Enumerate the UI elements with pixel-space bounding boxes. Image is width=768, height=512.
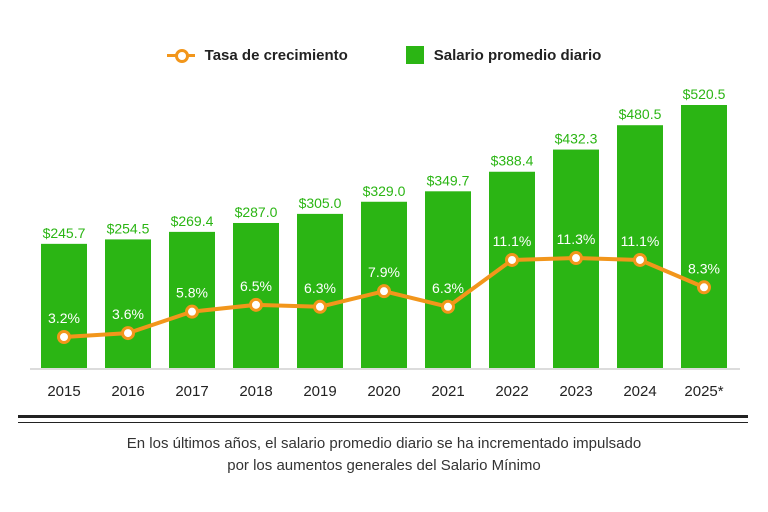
bar-value-label: $480.5: [619, 106, 662, 122]
bar-value-label: $245.7: [43, 225, 86, 241]
bar-value-label: $329.0: [363, 183, 406, 199]
bar-value-label: $432.3: [555, 131, 598, 147]
line-point: [633, 252, 647, 267]
legend-item-growth-rate: Tasa de crecimiento: [166, 46, 348, 64]
bar: [425, 191, 471, 368]
x-tick-label: 2016: [111, 383, 144, 400]
line-value-label: 3.6%: [112, 306, 144, 322]
line-value-label: 11.1%: [493, 233, 532, 249]
bar: [681, 105, 727, 368]
line-point: [313, 299, 327, 314]
bar-value-label: $388.4: [491, 153, 534, 169]
legend-label-daily-salary: Salario promedio diario: [433, 46, 602, 64]
line-value-label: 6.3%: [432, 280, 464, 296]
bar-value-label: $305.0: [299, 195, 342, 211]
line-point: [121, 326, 135, 341]
x-tick-label: 2025*: [684, 383, 723, 400]
line-point: [441, 299, 455, 314]
legend-label-growth-rate: Tasa de crecimiento: [204, 46, 348, 64]
bar: [297, 213, 343, 368]
line-point: [249, 297, 263, 312]
footnote-line-1: En los últimos años, el salario promedio…: [126, 435, 642, 452]
line-value-label: 6.3%: [304, 280, 336, 296]
legend-item-daily-salary: Salario promedio diario: [405, 46, 602, 64]
divider-thin: [18, 422, 748, 423]
line-point: [57, 330, 71, 344]
bar: [169, 231, 215, 368]
x-tick-label: 2015: [47, 383, 80, 400]
line-marker-icon: [166, 48, 195, 63]
line-point: [569, 251, 583, 266]
line-point: [697, 280, 711, 295]
line-value-label: 5.8%: [176, 285, 208, 301]
x-tick-label: 2020: [367, 383, 400, 400]
bar-value-label: $269.4: [171, 213, 214, 229]
x-tick-label: 2022: [495, 383, 528, 400]
line-value-label: 3.2%: [48, 310, 80, 326]
x-tick-label: 2017: [175, 383, 208, 400]
x-tick-label: 2023: [559, 383, 592, 400]
line-value-label: 8.3%: [688, 260, 720, 276]
line-point: [185, 304, 199, 319]
x-tick-label: 2019: [303, 383, 336, 400]
x-tick-label: 2018: [239, 383, 272, 400]
bar-swatch-icon: [405, 46, 424, 64]
x-tick-label: 2021: [431, 383, 464, 400]
bar-value-label: $287.0: [235, 204, 278, 220]
x-tick-label: 2024: [623, 383, 656, 400]
divider-thick: [18, 415, 748, 418]
bar-value-label: $349.7: [427, 172, 470, 188]
bar: [105, 239, 151, 368]
bar: [233, 222, 279, 368]
bar: [617, 125, 663, 368]
bar: [41, 243, 87, 368]
bar-value-label: $254.5: [107, 220, 150, 236]
line-value-label: 6.5%: [240, 278, 272, 294]
line-point: [377, 284, 391, 299]
line-value-label: 11.1%: [621, 233, 660, 249]
bar-value-label: $520.5: [683, 86, 726, 102]
footnote-line-2: por los aumentos generales del Salario M…: [227, 457, 541, 474]
line-point: [505, 252, 519, 267]
chart-legend: Tasa de crecimiento Salario promedio dia…: [0, 46, 768, 64]
line-value-label: 7.9%: [368, 264, 400, 280]
line-value-label: 11.3%: [557, 231, 596, 247]
footnote: En los últimos años, el salario promedio…: [0, 433, 768, 477]
